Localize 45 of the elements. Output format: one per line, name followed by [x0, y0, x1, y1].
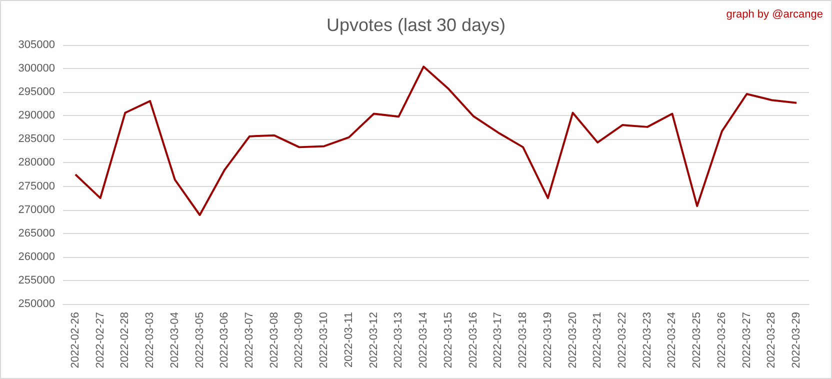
y-tick-label: 300000	[18, 62, 55, 75]
y-tick-label: 290000	[18, 110, 55, 122]
x-tick-label: 2022-03-29	[790, 312, 803, 368]
x-tick-label: 2022-03-06	[218, 312, 231, 368]
x-tick-label: 2022-02-27	[94, 312, 106, 368]
x-tick-label: 2022-03-23	[641, 312, 654, 368]
x-tick-label: 2022-03-26	[716, 312, 728, 368]
y-tick-label: 270000	[18, 204, 55, 216]
y-tick-label: 280000	[18, 156, 55, 169]
y-tick-label: 255000	[18, 274, 55, 286]
line-series	[74, 66, 798, 216]
x-tick-label: 2022-03-17	[492, 312, 504, 368]
y-tick-label: 250000	[18, 298, 55, 310]
y-tick-label: 275000	[18, 180, 55, 192]
x-tick-label: 2022-03-14	[418, 312, 430, 368]
y-tick-label: 260000	[18, 250, 55, 263]
x-tick-label: 2022-03-09	[293, 312, 306, 368]
x-tick-label: 2022-03-27	[740, 312, 753, 368]
y-tick-label: 295000	[18, 86, 55, 98]
y-tick-label: 285000	[18, 133, 55, 146]
x-tick-label: 2022-03-08	[268, 312, 280, 368]
x-tick-label: 2022-03-15	[442, 312, 454, 368]
x-tick-label: 2022-03-10	[318, 312, 330, 368]
text: graph by @arcange	[726, 8, 824, 20]
x-tick-label: 2022-03-20	[566, 312, 579, 368]
x-tick-label: 2022-03-05	[194, 312, 206, 368]
x-tick-label: 2022-03-18	[517, 312, 530, 368]
x-tick-label: 2022-02-28	[119, 312, 132, 368]
chart-title: Upvotes (last 30 days)	[326, 15, 506, 35]
x-tick-label: 2022-03-22	[616, 312, 628, 368]
x-tick-label: 2022-03-03	[144, 312, 156, 368]
x-tick-label: 2022-03-19	[542, 312, 554, 368]
y-tick-label: 265000	[18, 227, 55, 240]
x-tick-label: 2022-03-13	[392, 312, 405, 368]
x-tick-label: 2022-03-21	[592, 312, 604, 368]
x-tick-label: 2022-03-04	[168, 312, 181, 368]
x-tick-label: 2022-03-07	[244, 312, 256, 368]
x-tick-label: 2022-03-25	[691, 312, 704, 368]
x-tick-label: 2022-03-28	[766, 312, 778, 368]
y-tick-label: 305000	[18, 39, 55, 51]
x-tick-label: 2022-03-24	[666, 312, 678, 368]
x-tick-label: 2022-02-26	[69, 312, 82, 368]
x-tick-label: 2022-03-12	[368, 312, 380, 368]
x-tick-label: 2022-03-16	[467, 312, 480, 368]
x-tick-label: 2022-03-11	[342, 312, 355, 368]
